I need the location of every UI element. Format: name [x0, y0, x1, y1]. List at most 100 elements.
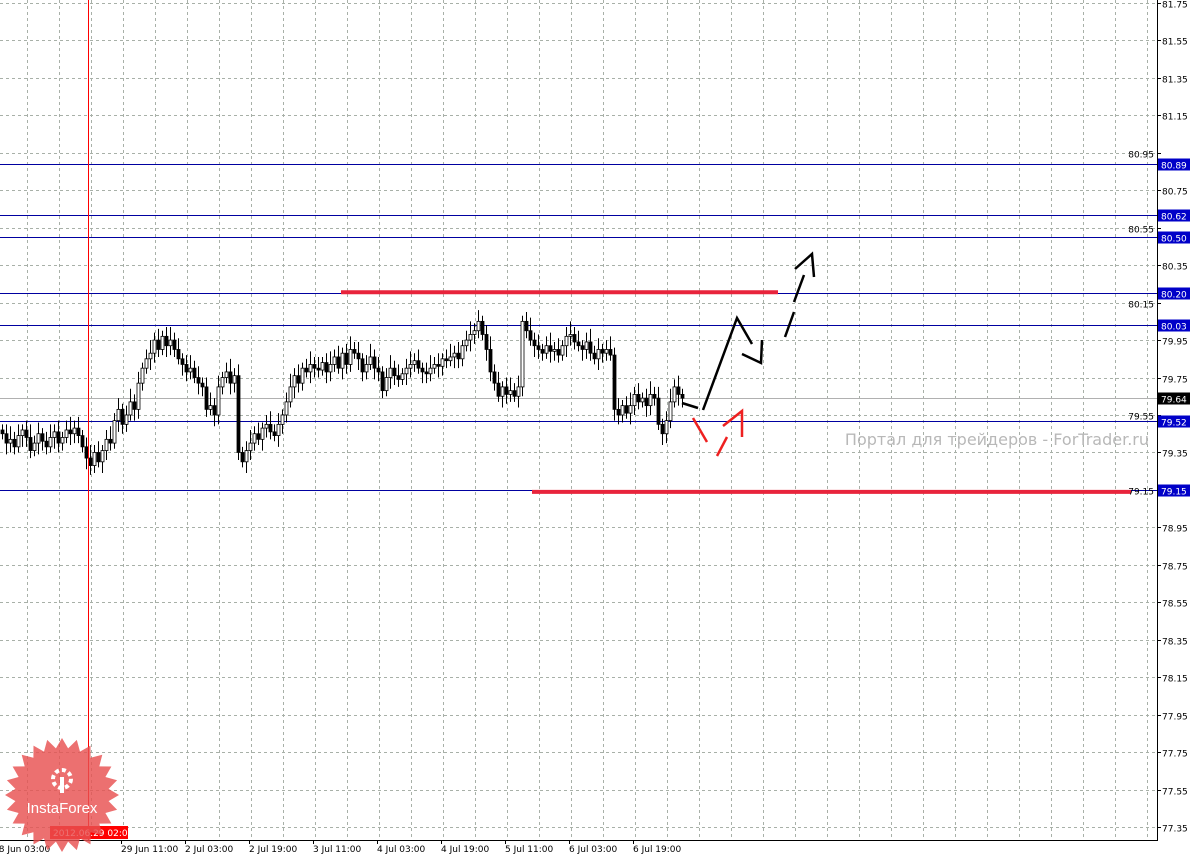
level-price-label: 80.20 — [1161, 291, 1187, 301]
price-tick-label: 78.75 — [1162, 563, 1188, 573]
level-price-tag — [1158, 158, 1190, 171]
candle-bear — [24, 429, 29, 438]
candle-bull — [564, 335, 569, 347]
candle-bear — [84, 446, 89, 459]
price-tick-label: 80.35 — [1162, 263, 1188, 273]
logo-text: InstaForex — [26, 800, 98, 817]
time-tick-label: 5 Jul 11:00 — [505, 845, 554, 855]
candle-bear — [44, 440, 49, 448]
price-tick-label: 77.75 — [1162, 750, 1188, 760]
candles — [0, 310, 685, 475]
price-axis-labels: 81.75 81.55 81.35 81.15 80.95 80.75 80.55 80.35… — [1128, 1, 1190, 835]
candle-bull — [168, 339, 173, 347]
candle-bear — [0, 429, 5, 435]
time-tick-label: 6 Jul 19:00 — [633, 845, 682, 855]
candle-bull — [384, 377, 389, 392]
candle-bear — [336, 356, 341, 369]
candle-bear — [256, 433, 261, 440]
time-tick-label: 28 Jun 03:00 — [0, 845, 50, 855]
forecast-arrow-bear — [715, 436, 729, 457]
candle-bear — [612, 354, 617, 410]
candle-bear — [204, 386, 209, 410]
candle-bear — [588, 341, 593, 354]
candle-bear — [184, 364, 189, 373]
candle-bull — [244, 450, 249, 463]
candle-bear — [352, 349, 357, 354]
candle-bear — [88, 457, 93, 466]
candle-bear — [240, 452, 245, 463]
candle-bull — [472, 330, 477, 335]
price-tick-label: 78.95 — [1162, 525, 1188, 535]
candle-bull — [428, 367, 433, 375]
candle-bear — [56, 431, 61, 444]
candle-bull — [568, 334, 573, 337]
candle-bull — [60, 437, 65, 444]
candle-bear — [196, 377, 201, 384]
price-tick-label: 77.95 — [1162, 713, 1188, 723]
candle-bear — [164, 335, 169, 347]
candle-bear — [524, 320, 529, 332]
candle-bear — [540, 349, 545, 354]
candle-bull — [368, 356, 373, 365]
candle-bear — [676, 386, 681, 395]
candle-bear — [456, 352, 461, 360]
candle-bull — [216, 386, 221, 416]
candle-bear — [372, 356, 377, 369]
candle-bull — [232, 375, 237, 384]
candle-bull — [400, 373, 405, 380]
candle-bull — [248, 442, 253, 451]
axes — [0, 0, 1158, 841]
candle-bull — [604, 349, 609, 354]
candle-bull — [36, 433, 41, 444]
candle-bear — [488, 349, 493, 373]
candle-bull — [440, 358, 445, 367]
candle-bear — [572, 334, 577, 343]
candle-bear — [580, 345, 585, 350]
candle-bull — [348, 349, 353, 365]
candle-bear — [624, 405, 629, 414]
level-price-label: 79.15 — [1161, 488, 1187, 498]
candle-bull — [672, 386, 677, 403]
candle-bull — [8, 438, 13, 444]
candle-bear — [296, 375, 301, 384]
arrowhead-icon — [722, 408, 744, 437]
level-price-tag — [1158, 287, 1190, 300]
candle-bear — [4, 433, 9, 444]
time-tick-label: 6 Jul 03:00 — [569, 845, 618, 855]
candle-bear — [132, 401, 137, 410]
candle-bull — [460, 345, 465, 360]
candle-bear — [680, 393, 685, 399]
forecast-arrow-bull — [741, 339, 764, 365]
candle-bear — [652, 393, 657, 399]
forecast-arrow-dashed — [783, 311, 796, 338]
candle-bull — [280, 414, 285, 425]
candle-bull — [220, 377, 225, 388]
candle-bear — [644, 397, 649, 407]
candle-bear — [528, 330, 533, 341]
candle-bear — [576, 341, 581, 347]
candle-bull — [284, 401, 289, 416]
time-tick-label: 29 Jun 11:00 — [121, 845, 178, 855]
candle-bear — [156, 339, 161, 350]
instaforex-logo — [5, 738, 119, 852]
candle-bull — [16, 435, 21, 448]
forecast-arrows — [681, 251, 816, 457]
price-tick-label: 81.15 — [1162, 113, 1188, 123]
price-tick-label: 77.55 — [1162, 788, 1188, 798]
candle-bear — [496, 382, 501, 397]
level-price-label: 80.62 — [1161, 213, 1187, 223]
zone-lines — [341, 290, 1131, 494]
candle-bull — [260, 427, 265, 440]
candle-bull — [404, 367, 409, 375]
price-tick-label: 80.55 — [1128, 226, 1154, 236]
candle-bear — [660, 423, 665, 435]
candle-bull — [20, 429, 25, 436]
level-price-tag — [1158, 415, 1190, 428]
candle-bull — [144, 358, 149, 369]
candle-bull — [160, 335, 165, 350]
candle-bull — [452, 352, 457, 358]
candle-bear — [436, 364, 441, 367]
candle-bull — [148, 352, 153, 360]
candle-bear — [424, 371, 429, 375]
